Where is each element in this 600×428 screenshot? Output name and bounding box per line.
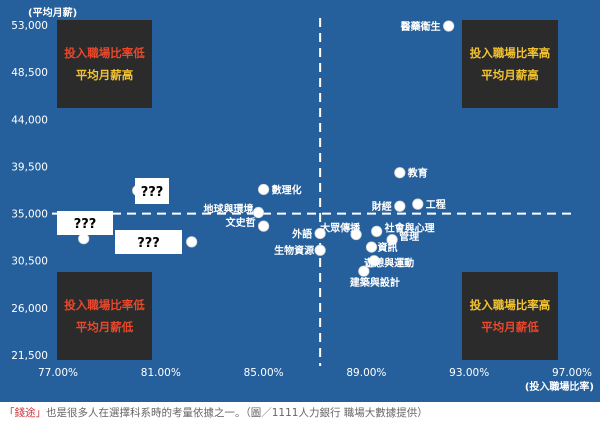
quadrant-line1: 投入職場比率高 <box>470 298 551 312</box>
caption-highlight: 「錢途」 <box>4 407 46 419</box>
point-label: 建築與設計 <box>349 276 400 289</box>
quadrant-box-top-left <box>57 20 152 108</box>
quadrant-line2: 平均月薪低 <box>481 320 539 334</box>
point-label: 工程 <box>426 198 446 211</box>
point-label: 醫藥衛生 <box>401 20 441 33</box>
y-tick-label: 48,500 <box>11 67 48 79</box>
data-point <box>412 198 424 210</box>
y-axis-title: (平均月薪) <box>28 6 77 19</box>
data-point <box>78 233 90 245</box>
x-axis-title: (投入職場比率) <box>525 380 594 393</box>
point-label: 地球與環境 <box>203 203 253 216</box>
y-tick-label: 30,500 <box>11 256 48 268</box>
quadrant-line2: 平均月薪高 <box>76 68 134 82</box>
y-tick-label: 44,000 <box>11 114 48 126</box>
quadrant-box-top-right <box>462 20 558 108</box>
data-point <box>252 206 265 219</box>
x-tick-label: 93.00% <box>449 367 489 379</box>
quadrant-line1: 投入職場比率低 <box>64 46 145 60</box>
caption: 「錢途」也是很多人在選擇科系時的考量依據之一。（圖／1111人力銀行 職場大數據… <box>4 405 596 420</box>
data-point <box>394 200 406 212</box>
data-point <box>365 241 378 253</box>
point-label: 資訊 <box>378 241 398 254</box>
point-label: 外語 <box>291 227 312 240</box>
y-tick-label: 26,000 <box>11 303 48 315</box>
y-tick-label: 39,500 <box>11 161 48 173</box>
x-tick-label: 85.00% <box>244 367 284 379</box>
quadrant-line1: 投入職場比率高 <box>470 46 551 60</box>
data-point <box>314 227 326 240</box>
y-tick-label: 21,500 <box>11 350 48 362</box>
x-tick-label: 77.00% <box>38 367 78 379</box>
caption-text: 也是很多人在選擇科系時的考量依據之一。（圖／1111人力銀行 職場大數據提供） <box>46 407 428 419</box>
chart: 21,500 26,000 30,500 35,000 39,500 44,000 48,5… <box>0 0 600 402</box>
point-label: 遊憩與運動 <box>364 257 414 270</box>
data-point <box>257 220 270 232</box>
quadrant-line2: 平均月薪高 <box>481 68 539 82</box>
point-label: ??? <box>137 236 160 251</box>
unknown-label-box <box>135 178 169 204</box>
data-point <box>314 244 326 256</box>
unknown-label-box <box>115 230 182 254</box>
point-label: 財經 <box>371 200 392 213</box>
y-tick-label: 53,000 <box>11 20 48 32</box>
y-tick-label: 35,000 <box>11 209 48 221</box>
point-label: 大眾傳播 <box>320 222 361 235</box>
quadrant-box-bottom-left <box>57 272 152 360</box>
data-point <box>350 228 362 241</box>
point-label: 社會與心理 <box>384 221 435 234</box>
data-point <box>371 225 383 237</box>
data-point <box>358 265 370 277</box>
x-tick-label: 89.00% <box>346 367 386 379</box>
unknown-label-box <box>57 211 113 235</box>
data-point <box>368 255 380 267</box>
point-label: 教育 <box>407 167 428 180</box>
data-point <box>394 167 406 179</box>
data-point <box>443 20 455 32</box>
quadrant-line1: 投入職場比率低 <box>64 298 145 312</box>
point-label: 文史哲 <box>226 216 256 229</box>
quadrant-box-bottom-right <box>462 272 558 360</box>
data-point <box>257 183 270 196</box>
data-point <box>186 236 198 248</box>
data-point <box>386 234 398 246</box>
x-tick-label: 81.00% <box>141 367 181 379</box>
point-label: 管理 <box>399 230 419 243</box>
quadrant-line2: 平均月薪低 <box>76 320 134 334</box>
point-label: 生物資源 <box>274 244 314 257</box>
point-label: 數理化 <box>272 183 302 196</box>
point-label: ??? <box>141 185 164 200</box>
x-tick-label: 97.00% <box>552 367 592 379</box>
point-label: ??? <box>74 217 97 232</box>
